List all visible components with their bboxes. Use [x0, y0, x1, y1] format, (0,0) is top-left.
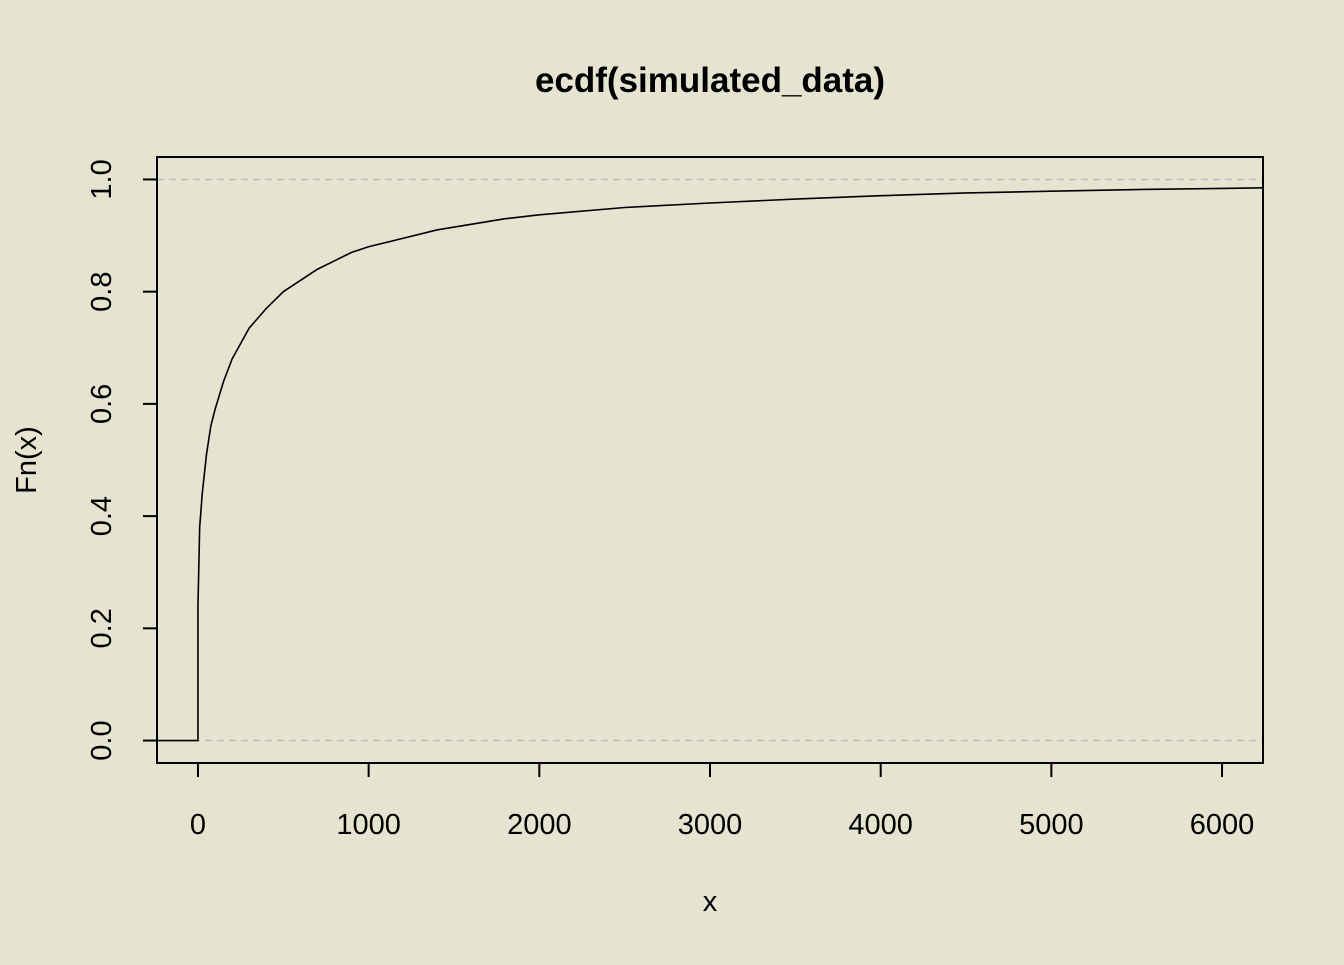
y-axis-label: Fn(x)	[11, 426, 43, 494]
x-axis-label: x	[703, 886, 718, 918]
x-tick-label: 0	[190, 809, 206, 841]
y-axis: 0.0 0.2 0.4 0.6 0.8 1.0	[86, 159, 158, 761]
plot-frame	[156, 156, 1264, 764]
x-tick-label: 1000	[336, 809, 401, 841]
x-tick-label: 2000	[507, 809, 572, 841]
y-tick-label: 1.0	[86, 159, 118, 199]
x-tick-label: 4000	[848, 809, 913, 841]
x-tick-label: 3000	[678, 809, 743, 841]
y-tick-label: 0.0	[86, 720, 118, 760]
y-tick-label: 0.4	[86, 496, 118, 536]
x-tick-label: 5000	[1019, 809, 1084, 841]
y-tick-label: 0.2	[86, 608, 118, 648]
x-axis: 0 1000 2000 3000 4000 5000 6000	[190, 762, 1255, 841]
plot-area	[157, 178, 1264, 742]
ecdf-series-line	[157, 187, 1264, 742]
x-tick-label: 6000	[1190, 809, 1255, 841]
chart-title: ecdf(simulated_data)	[535, 61, 885, 100]
y-tick-label: 0.8	[86, 272, 118, 312]
y-tick-label: 0.6	[86, 384, 118, 424]
